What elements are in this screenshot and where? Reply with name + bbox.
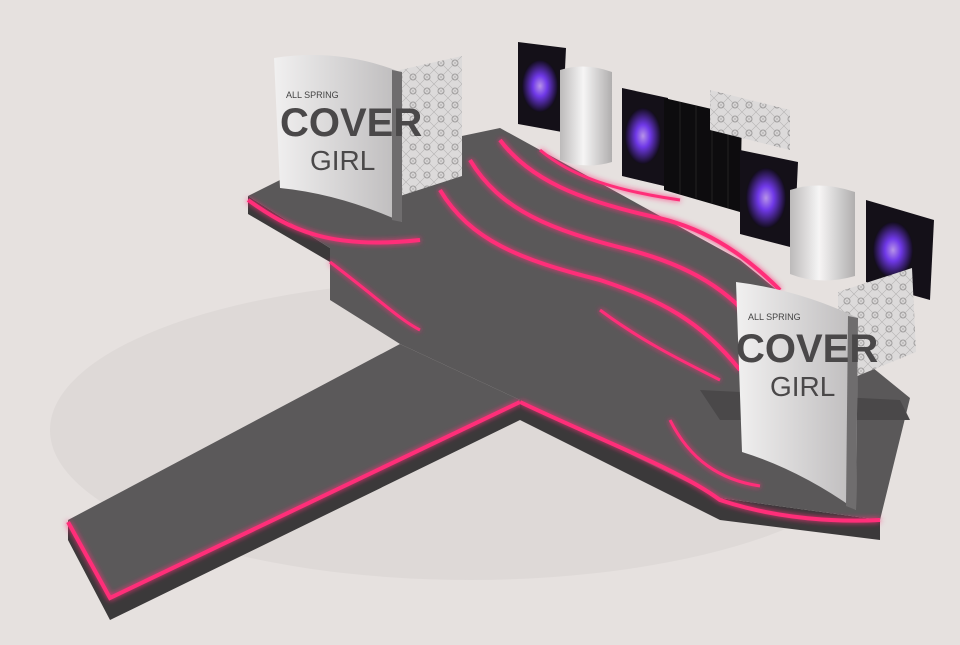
- neon-edge-left: [246, 198, 421, 245]
- right-sign-brand-line1: COVER: [736, 327, 878, 371]
- column-1: [560, 66, 612, 166]
- neon-edge-front: [519, 400, 881, 523]
- left-sign-brand-line1: COVER: [280, 101, 422, 145]
- left-lace-panel: [400, 56, 462, 196]
- right-sign-top-text: ALL SPRING: [748, 312, 801, 322]
- left-sign-top-text: ALL SPRING: [286, 90, 339, 100]
- left-sign-brand-line2: GIRL: [310, 145, 375, 176]
- lace-panel-back: [710, 90, 790, 150]
- runway-neon-edge: [66, 400, 521, 601]
- back-wall: [518, 42, 934, 300]
- runway: [66, 344, 521, 620]
- curved-steps: [438, 138, 782, 382]
- right-sign-brand-line2: GIRL: [770, 371, 835, 402]
- column-2: [790, 185, 855, 281]
- left-cover-girl-sign: ALL SPRING COVER GIRL: [274, 55, 462, 222]
- right-cover-girl-sign: ALL SPRING COVER GIRL: [736, 268, 916, 510]
